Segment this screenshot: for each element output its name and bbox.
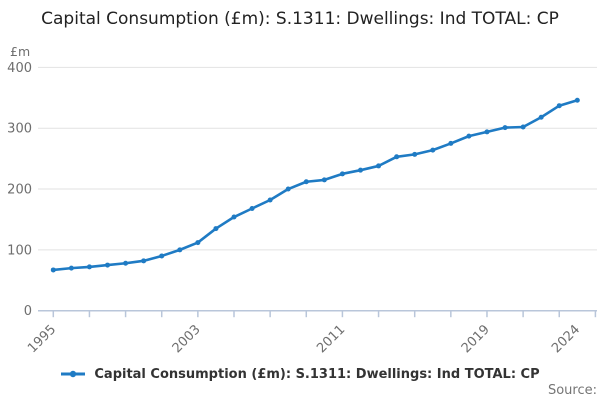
legend-series-label: Capital Consumption (£m): S.1311: Dwelli… <box>94 366 540 382</box>
data-point[interactable] <box>520 124 526 130</box>
line-chart-plot-area[interactable]: 0 100 200 300 400 1995 2003 2011 2019 2024 <box>0 0 600 360</box>
x-tick-label: 1995 <box>25 322 59 356</box>
source-note: Source: <box>547 383 597 398</box>
y-tick-label: 300 <box>7 122 32 137</box>
data-point[interactable] <box>556 103 562 109</box>
data-point[interactable] <box>177 247 183 253</box>
data-point[interactable] <box>141 258 147 264</box>
data-point[interactable] <box>303 179 309 185</box>
data-point[interactable] <box>430 147 436 153</box>
data-point[interactable] <box>394 154 400 160</box>
data-point[interactable] <box>448 140 454 146</box>
y-tick-label: 0 <box>24 304 32 319</box>
data-point[interactable] <box>86 264 92 270</box>
y-tick-label: 200 <box>7 183 32 198</box>
x-tick-label: 2011 <box>314 322 348 356</box>
series-line <box>51 98 579 272</box>
data-point[interactable] <box>339 171 345 177</box>
data-point[interactable] <box>231 214 237 220</box>
y-tick-label: 100 <box>7 243 32 258</box>
data-point[interactable] <box>538 114 544 120</box>
x-tick-label: 2024 <box>549 322 583 356</box>
data-point[interactable] <box>376 163 382 169</box>
data-point[interactable] <box>249 206 255 212</box>
data-point[interactable] <box>123 260 129 266</box>
chart-title: Capital Consumption (£m): S.1311: Dwelli… <box>30 8 570 30</box>
data-point[interactable] <box>105 262 111 268</box>
data-point[interactable] <box>159 253 165 259</box>
x-tick-label: 2019 <box>459 322 493 356</box>
data-point[interactable] <box>574 97 580 103</box>
data-point[interactable] <box>68 265 74 271</box>
y-axis-unit-label: £m <box>10 44 31 59</box>
data-point[interactable] <box>412 151 418 157</box>
data-point[interactable] <box>466 133 472 139</box>
legend-line-marker-icon <box>61 370 86 378</box>
data-point[interactable] <box>195 240 201 246</box>
data-point[interactable] <box>267 197 273 203</box>
chart-title-text: Capital Consumption (£m): S.1311: Dwelli… <box>41 9 559 29</box>
y-tick-label: 400 <box>7 61 32 76</box>
legend[interactable]: Capital Consumption (£m): S.1311: Dwelli… <box>0 363 600 385</box>
data-point[interactable] <box>285 186 291 192</box>
data-point[interactable] <box>484 129 490 135</box>
x-tick-label: 2003 <box>170 322 204 356</box>
data-point[interactable] <box>321 177 327 183</box>
data-point[interactable] <box>213 226 219 232</box>
data-point[interactable] <box>50 267 56 273</box>
data-point[interactable] <box>502 125 508 131</box>
data-point[interactable] <box>357 167 363 173</box>
